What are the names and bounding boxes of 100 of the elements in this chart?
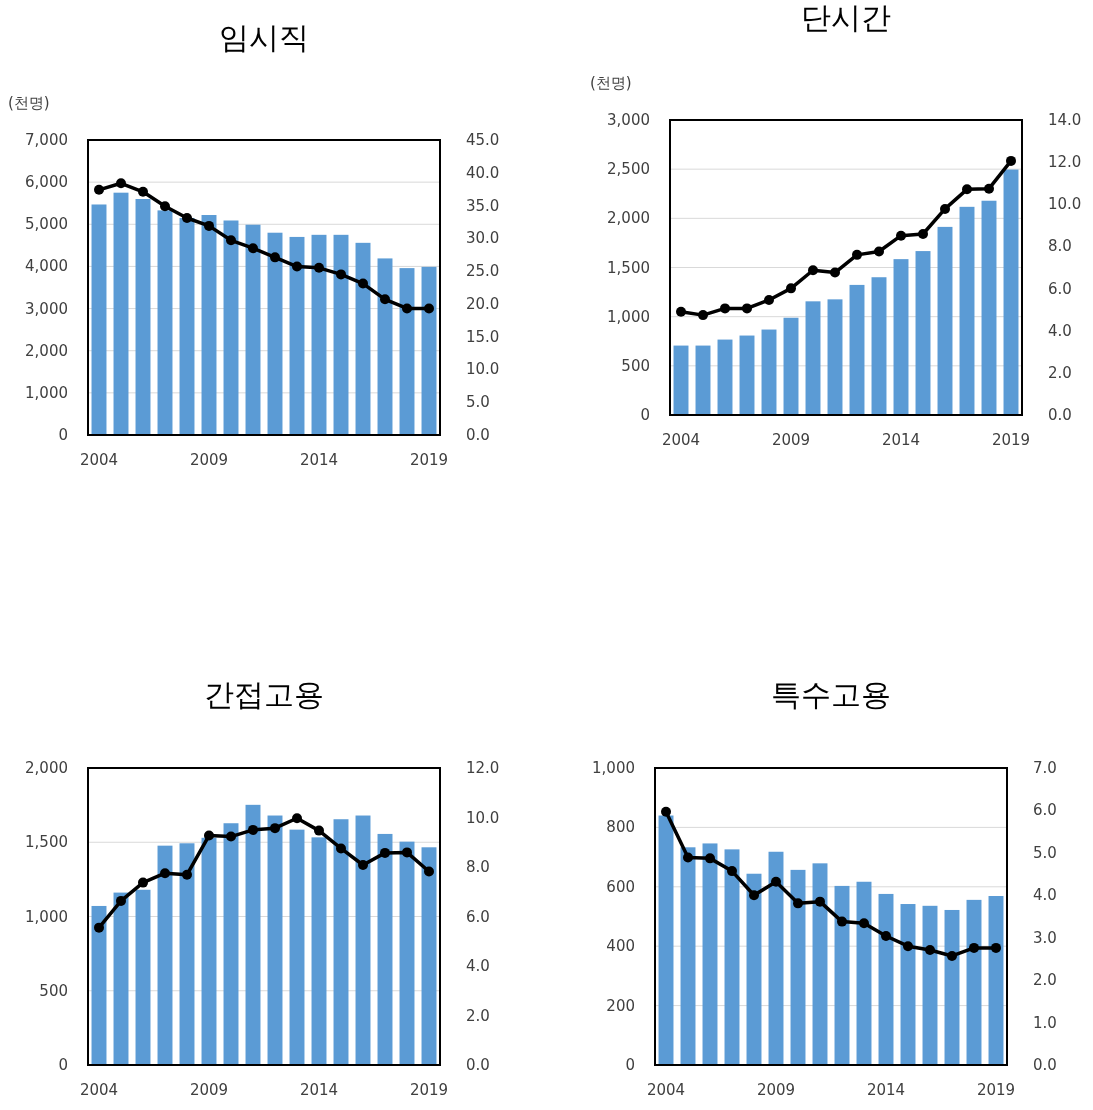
y2-tick-label: 3.0 [1033, 928, 1057, 947]
bar [113, 192, 129, 435]
bar [761, 329, 777, 415]
x-tick-label: 2004 [79, 1081, 119, 1099]
y-tick-label: 500 [39, 981, 68, 1000]
point [764, 294, 774, 305]
point [336, 269, 346, 280]
y-tick-label: 3,000 [607, 111, 650, 129]
point [918, 229, 928, 239]
point [830, 267, 840, 278]
bar [695, 345, 711, 415]
bar [113, 892, 129, 1065]
y-tick-label: 2,000 [25, 759, 68, 777]
bar [201, 837, 217, 1065]
bar [333, 234, 349, 435]
bar [856, 881, 872, 1065]
point [969, 942, 979, 953]
y-tick-label: 5,000 [25, 215, 68, 234]
bar [333, 819, 349, 1065]
bar [399, 268, 415, 435]
y2-tick-label: 10.0 [466, 808, 500, 827]
point [793, 898, 803, 909]
y-tick-label: 4,000 [25, 257, 68, 276]
bar [717, 339, 733, 415]
y2-tick-label: 15.0 [466, 327, 500, 346]
bar [724, 849, 740, 1065]
bar [135, 889, 151, 1065]
bar [311, 234, 327, 435]
bar [878, 893, 894, 1065]
y-tick-label: 500 [621, 356, 650, 375]
bar [827, 299, 843, 415]
y-tick-label: 2,000 [607, 209, 650, 228]
bar [421, 847, 437, 1065]
point [138, 877, 148, 888]
bar [223, 220, 239, 435]
y2-tick-label: 5.0 [466, 393, 490, 412]
point [248, 243, 258, 254]
y-tick-label: 200 [606, 996, 635, 1015]
bar [157, 845, 173, 1065]
point [182, 869, 192, 880]
y2-tick-label: 2.0 [1048, 363, 1072, 382]
y-tick-label: 3,000 [25, 299, 68, 318]
point [424, 866, 434, 877]
y-tick-label: 0 [640, 406, 650, 424]
x-tick-label: 2004 [79, 451, 119, 469]
bar [157, 210, 173, 435]
point [380, 294, 390, 305]
point [226, 831, 236, 842]
bar [673, 345, 689, 415]
x-tick-label: 2009 [771, 431, 811, 449]
bar [871, 277, 887, 415]
y2-tick-label: 4.0 [466, 957, 490, 975]
bar [355, 815, 371, 1065]
y2-tick-label: 8.0 [466, 858, 490, 876]
point [314, 262, 324, 273]
point [116, 895, 126, 906]
point [698, 310, 708, 321]
bar [680, 847, 696, 1065]
y2-tick-label: 30.0 [466, 229, 500, 248]
y-tick-label: 1,000 [607, 307, 650, 326]
bar [421, 266, 437, 435]
y-tick-label: 0 [625, 1056, 635, 1074]
point [402, 847, 412, 858]
y2-tick-label: 14.0 [1048, 111, 1082, 129]
bar [959, 206, 975, 415]
bar [377, 258, 393, 435]
bar [289, 236, 305, 435]
bar [399, 841, 415, 1065]
x-tick-label: 2009 [189, 1081, 229, 1099]
y2-tick-label: 6.0 [466, 907, 490, 926]
chart-title: 특수고용 [771, 677, 891, 712]
y2-tick-label: 12.0 [466, 759, 500, 777]
y2-tick-label: 7.0 [1033, 759, 1057, 777]
y-tick-label: 2,500 [607, 160, 650, 179]
y-tick-label: 600 [606, 877, 635, 896]
point [742, 303, 752, 314]
y-axis-title: (천명) [8, 94, 50, 112]
x-tick-label: 2009 [756, 1081, 796, 1099]
point [705, 853, 715, 864]
bar [355, 242, 371, 435]
point [771, 876, 781, 887]
point [852, 249, 862, 260]
y2-tick-label: 25.0 [466, 262, 500, 281]
bar [981, 200, 997, 415]
point [94, 922, 104, 933]
x-tick-label: 2019 [409, 1081, 449, 1099]
point [270, 823, 280, 834]
y2-tick-label: 6.0 [1033, 801, 1057, 820]
bar [179, 217, 195, 435]
point [859, 918, 869, 929]
bar [988, 896, 1004, 1065]
y2-tick-label: 1.0 [1033, 1013, 1057, 1032]
y-tick-label: 800 [606, 818, 635, 837]
point [837, 916, 847, 927]
y2-tick-label: 10.0 [1048, 195, 1082, 214]
x-tick-label: 2004 [646, 1081, 686, 1099]
point [727, 866, 737, 877]
point [991, 942, 1001, 953]
bar [179, 843, 195, 1065]
point [314, 825, 324, 836]
